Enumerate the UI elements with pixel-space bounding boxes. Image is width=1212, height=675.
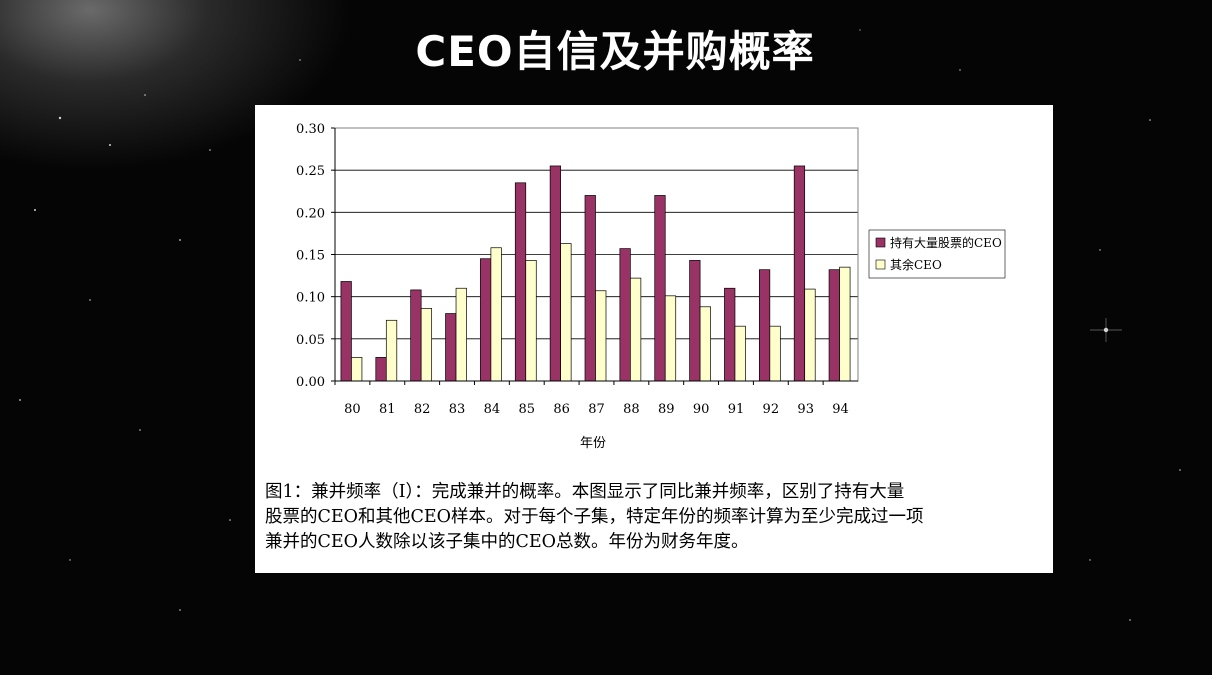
legend-swatch-series-1 [875, 237, 886, 248]
x-tick-label: 92 [763, 402, 780, 417]
y-tick-label: 0.20 [296, 206, 325, 221]
legend-label-series-1: 持有大量股票的CEO [890, 235, 1002, 250]
bar-series-1 [480, 258, 492, 382]
y-tick-label: 0.15 [296, 249, 325, 264]
x-tick-label: 93 [797, 402, 814, 417]
bar-series-2 [490, 247, 502, 382]
y-tick-label: 0.25 [296, 164, 325, 179]
x-tick-label: 94 [832, 402, 849, 417]
bar-series-2 [595, 290, 607, 382]
y-tick-label: 0.10 [296, 291, 325, 306]
caption-line-1: 图1：兼并频率（I）：完成兼并的概率。本图显示了同比兼并频率，区别了持有大量 [265, 482, 905, 502]
legend-box [868, 229, 1006, 279]
bar-series-2 [420, 308, 433, 382]
bar-series-1 [340, 281, 352, 382]
bar-series-1 [724, 287, 736, 382]
x-axis-label: 年份 [580, 436, 606, 451]
bar-series-1 [828, 269, 840, 382]
x-tick-label: 82 [414, 402, 431, 417]
bar-series-2 [630, 277, 642, 382]
bar-series-1 [619, 248, 631, 382]
legend-label-series-2: 其余CEO [890, 257, 942, 272]
caption-line-2: 股票的CEO和其他CEO样本。对于每个子集，特定年份的频率计算为至少完成过一项 [265, 507, 924, 527]
bar-series-2 [804, 288, 816, 382]
bar-series-2 [699, 306, 711, 382]
bar-series-2 [385, 319, 398, 382]
bar-chart: 0.00 0.05 0.10 0.15 0.20 0.25 0.30 80 81 82 83 84 8… [296, 122, 1006, 451]
bar-series-1 [514, 182, 527, 382]
bar-series-1 [584, 195, 596, 382]
bar-series-2 [839, 266, 851, 382]
figure-panel: 0.00 0.05 0.10 0.15 0.20 0.25 0.30 80 81 82 83 84 8… [255, 105, 1053, 573]
y-tick-label: 0.30 [296, 122, 325, 137]
legend-swatch-series-2 [875, 259, 886, 270]
x-tick-label: 87 [588, 402, 605, 417]
x-tick-label: 80 [344, 402, 361, 417]
x-tick-label: 84 [484, 402, 501, 417]
bar-series-2 [351, 357, 363, 382]
slide-title: CEO自信及并购概率 [415, 27, 815, 76]
bar-series-2 [525, 260, 537, 382]
x-tick-label: 85 [518, 402, 535, 417]
bar-series-1 [793, 165, 806, 382]
caption-line-3: 兼并的CEO人数除以该子集中的CEO总数。年份为财务年度。 [265, 532, 749, 552]
x-tick-label: 81 [379, 402, 396, 417]
bar-series-2 [455, 287, 467, 382]
y-tick-label: 0.05 [296, 333, 325, 348]
legend: 持有大量股票的CEO 其余CEO [868, 229, 1006, 279]
bar-series-1 [410, 289, 422, 382]
x-tick-label: 83 [449, 402, 466, 417]
bar-series-2 [734, 325, 746, 382]
x-tick-label: 89 [658, 402, 675, 417]
x-tick-label: 91 [728, 402, 745, 417]
figure-caption: 图1：兼并频率（I）：完成兼并的概率。本图显示了同比兼并频率，区别了持有大量 股… [265, 480, 1035, 555]
bar-series-1 [689, 260, 701, 382]
bar-series-1 [375, 357, 387, 382]
bar-series-2 [560, 243, 572, 382]
y-tick-label: 0.00 [296, 375, 325, 390]
bar-series-2 [664, 295, 677, 382]
bar-series-1 [758, 269, 771, 382]
x-tick-label: 88 [623, 402, 640, 417]
bar-series-1 [445, 313, 457, 382]
x-tick-label: 86 [553, 402, 570, 417]
bar-series-1 [654, 195, 666, 382]
bar-series-2 [769, 325, 781, 382]
bar-series-1 [549, 165, 561, 382]
x-tick-label: 90 [693, 402, 710, 417]
